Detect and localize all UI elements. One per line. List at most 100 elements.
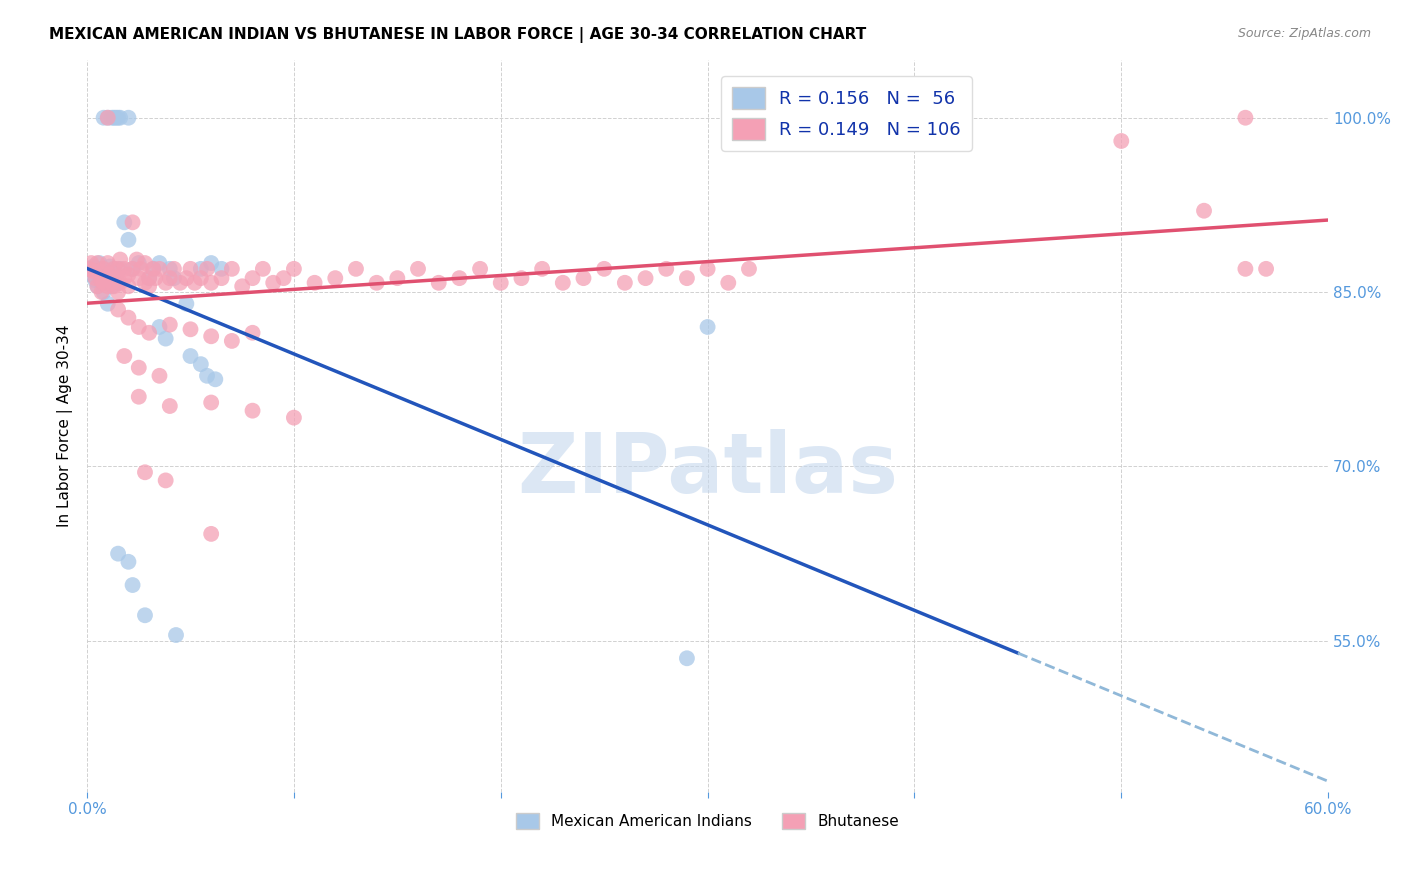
Point <box>121 215 143 229</box>
Point <box>148 261 170 276</box>
Point <box>77 261 100 276</box>
Point <box>159 399 181 413</box>
Point <box>190 271 212 285</box>
Point <box>97 111 120 125</box>
Point <box>551 276 574 290</box>
Point <box>387 271 409 285</box>
Point <box>165 628 187 642</box>
Point <box>77 261 100 276</box>
Point <box>107 547 129 561</box>
Point <box>80 268 103 282</box>
Point <box>593 261 616 276</box>
Point <box>84 271 107 285</box>
Point <box>107 276 129 290</box>
Point <box>101 111 124 125</box>
Point <box>112 271 135 285</box>
Point <box>148 256 170 270</box>
Point <box>117 310 139 325</box>
Point <box>489 276 512 290</box>
Point <box>108 111 131 125</box>
Point <box>163 271 186 285</box>
Point <box>134 608 156 623</box>
Point <box>128 320 150 334</box>
Point <box>159 318 181 332</box>
Point <box>121 261 143 276</box>
Point <box>1234 261 1257 276</box>
Point <box>304 276 326 290</box>
Point <box>112 261 135 276</box>
Point <box>242 403 264 417</box>
Point <box>449 271 471 285</box>
Point <box>143 271 166 285</box>
Point <box>107 111 129 125</box>
Y-axis label: In Labor Force | Age 30-34: In Labor Force | Age 30-34 <box>58 325 73 527</box>
Text: MEXICAN AMERICAN INDIAN VS BHUTANESE IN LABOR FORCE | AGE 30-34 CORRELATION CHAR: MEXICAN AMERICAN INDIAN VS BHUTANESE IN … <box>49 27 866 43</box>
Point <box>90 261 112 276</box>
Point <box>86 264 108 278</box>
Point <box>1254 261 1277 276</box>
Point <box>200 527 222 541</box>
Point <box>107 302 129 317</box>
Point <box>1111 134 1133 148</box>
Point <box>696 320 718 334</box>
Point <box>155 332 177 346</box>
Point <box>427 276 450 290</box>
Point <box>1192 203 1215 218</box>
Point <box>82 264 104 278</box>
Point <box>125 252 148 267</box>
Point <box>159 261 181 276</box>
Point <box>200 256 222 270</box>
Point <box>169 276 191 290</box>
Point <box>108 252 131 267</box>
Point <box>613 276 636 290</box>
Point <box>655 261 678 276</box>
Point <box>86 279 108 293</box>
Point <box>98 268 121 282</box>
Point <box>103 279 125 293</box>
Point <box>128 360 150 375</box>
Point <box>676 651 699 665</box>
Point <box>97 279 120 293</box>
Point <box>117 555 139 569</box>
Point <box>221 334 243 348</box>
Point <box>717 276 740 290</box>
Point <box>323 271 346 285</box>
Point <box>634 271 657 285</box>
Point <box>242 271 264 285</box>
Point <box>200 276 222 290</box>
Point <box>89 271 111 285</box>
Point <box>112 215 135 229</box>
Point <box>107 261 129 276</box>
Point <box>93 268 115 282</box>
Point <box>221 261 243 276</box>
Point <box>97 111 120 125</box>
Point <box>148 320 170 334</box>
Point <box>117 233 139 247</box>
Point <box>531 261 554 276</box>
Point <box>676 271 699 285</box>
Point <box>510 271 533 285</box>
Point <box>283 261 305 276</box>
Point <box>190 357 212 371</box>
Point <box>90 273 112 287</box>
Point <box>93 276 115 290</box>
Point <box>138 279 160 293</box>
Point <box>117 268 139 282</box>
Point <box>696 261 718 276</box>
Point <box>283 410 305 425</box>
Point <box>200 329 222 343</box>
Point <box>128 390 150 404</box>
Point <box>572 271 595 285</box>
Point <box>262 276 284 290</box>
Point <box>98 260 121 274</box>
Point <box>190 261 212 276</box>
Point <box>134 276 156 290</box>
Point <box>344 261 367 276</box>
Point <box>142 261 165 276</box>
Point <box>195 368 218 383</box>
Point <box>108 261 131 276</box>
Point <box>90 285 112 299</box>
Point <box>89 264 111 278</box>
Point <box>93 261 115 276</box>
Point <box>117 279 139 293</box>
